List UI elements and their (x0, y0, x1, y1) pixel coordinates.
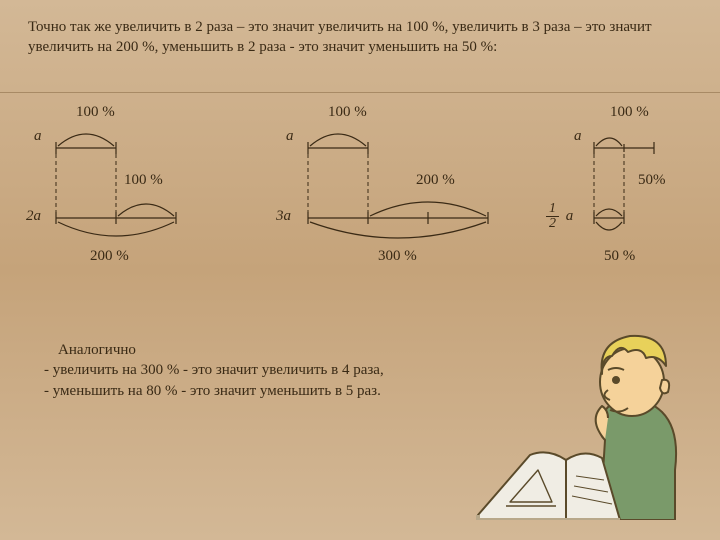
footer-line-1: Аналогично (58, 340, 384, 360)
fraction: 1 2 (546, 202, 559, 231)
segment-bottom-1 (28, 198, 248, 278)
slide-content: Точно так же увеличить в 2 раза – это зн… (0, 0, 720, 81)
footer-text: Аналогично - увеличить на 300 % - это зн… (44, 340, 384, 401)
intro-paragraph: Точно так же увеличить в 2 раза – это зн… (28, 18, 692, 57)
fraction-num: 1 (546, 202, 559, 217)
fraction-den: 2 (546, 217, 559, 231)
pct-label: 100 % (124, 172, 163, 189)
diagram-area: 100 % a 2a 100 % 200 % (28, 110, 692, 320)
footer-line-2: - увеличить на 300 % - это значит увелич… (44, 360, 384, 380)
pct-label: 200 % (416, 172, 455, 189)
pct-label: 50% (638, 172, 666, 189)
pct-label: 100 % (76, 104, 115, 121)
pct-label: 100 % (328, 104, 367, 121)
segment-bottom-3 (568, 198, 718, 268)
pct-label: 100 % (610, 104, 649, 121)
student-illustration (470, 320, 700, 520)
segment-bottom-2 (280, 198, 540, 282)
divider-line (0, 92, 720, 93)
footer-line-3: - уменьшить на 80 % - это значит уменьши… (44, 381, 384, 401)
